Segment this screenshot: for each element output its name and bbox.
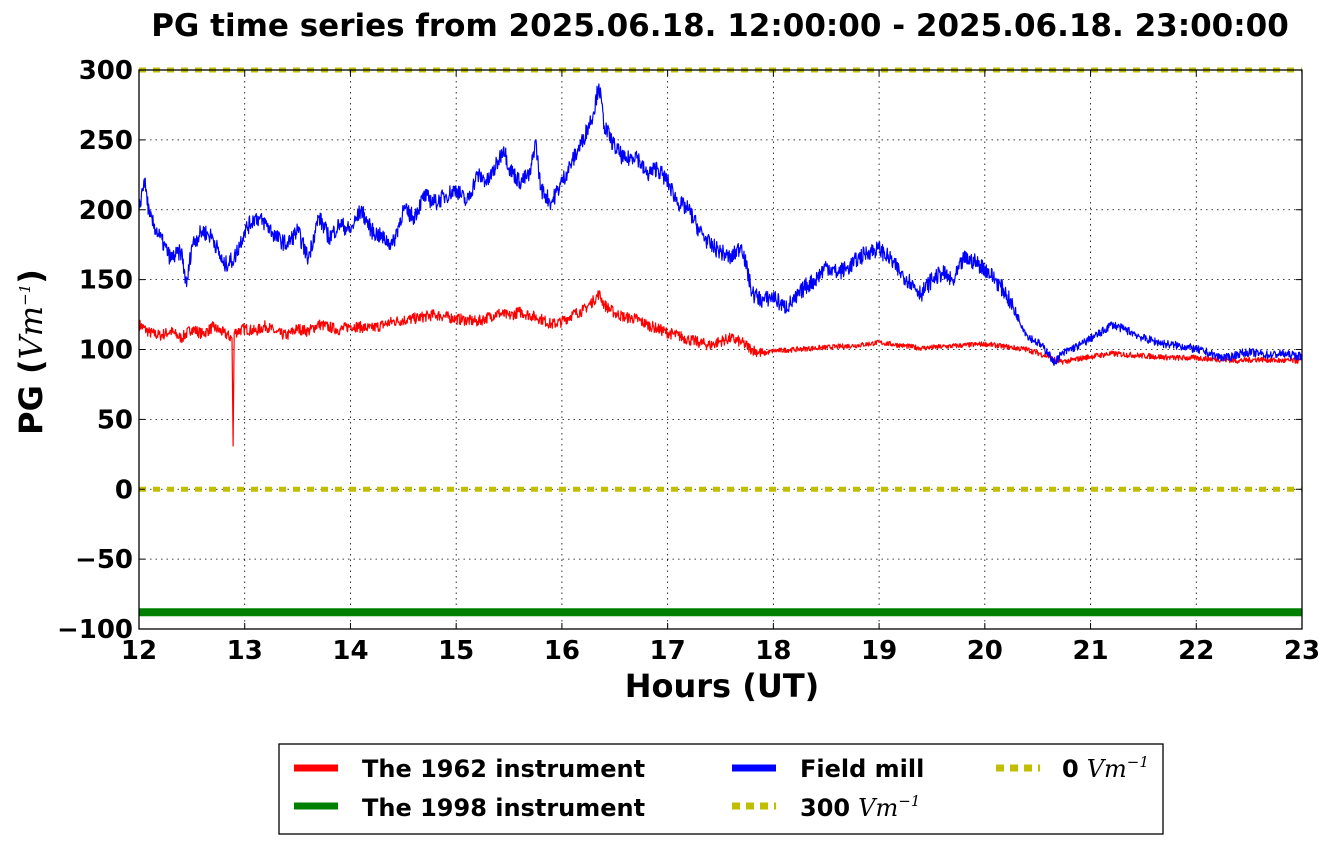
y-tick-label: 250 [79,126,133,156]
x-tick-label: 20 [967,636,1003,666]
legend-box [278,743,1164,835]
x-tick-label: 19 [861,636,897,666]
series-the-1962-instrument [138,290,1303,447]
y-tick-label: 50 [97,405,133,435]
legend: The 1962 instrument The 1998 instrument … [278,743,1164,835]
y-tick-label: 300 [79,56,133,86]
y-tick-label: 100 [79,336,133,366]
legend-label-300: 300 Vm−1 [800,792,920,822]
series-field-mill [138,83,1303,366]
x-axis-label: Hours (UT) [625,667,820,705]
y-tick-label: −100 [57,615,133,645]
y-axis-label: PG (Vm−1) [12,269,50,435]
axis-ticks: 12 13 14 15 16 17 18 19 20 21 22 23 −100 −50 0 50 100 150… [57,56,1320,666]
legend-label-0: 0 Vm−1 [1062,753,1149,783]
x-tick-label: 23 [1284,636,1320,666]
y-tick-label: 200 [79,196,133,226]
x-tick-label: 16 [544,636,580,666]
y-tick-label: 150 [79,266,133,296]
y-tick-label: 0 [115,475,133,505]
x-tick-label: 13 [227,636,263,666]
legend-label-1998: The 1998 instrument [362,794,645,822]
plot-frame [138,69,1303,630]
x-tick-label: 12 [121,636,157,666]
x-tick-label: 15 [438,636,474,666]
x-tick-label: 14 [332,636,368,666]
grid-lines [139,70,1302,629]
legend-label-field-mill: Field mill [800,755,924,783]
x-tick-label: 18 [755,636,791,666]
y-tick-label: −50 [75,545,133,575]
chart-title: PG time series from 2025.06.18. 12:00:00… [151,8,1289,44]
legend-label-1962: The 1962 instrument [362,755,645,783]
plot-area [138,67,1303,617]
x-tick-label: 21 [1072,636,1108,666]
x-tick-label: 22 [1178,636,1214,666]
x-tick-label: 17 [650,636,686,666]
